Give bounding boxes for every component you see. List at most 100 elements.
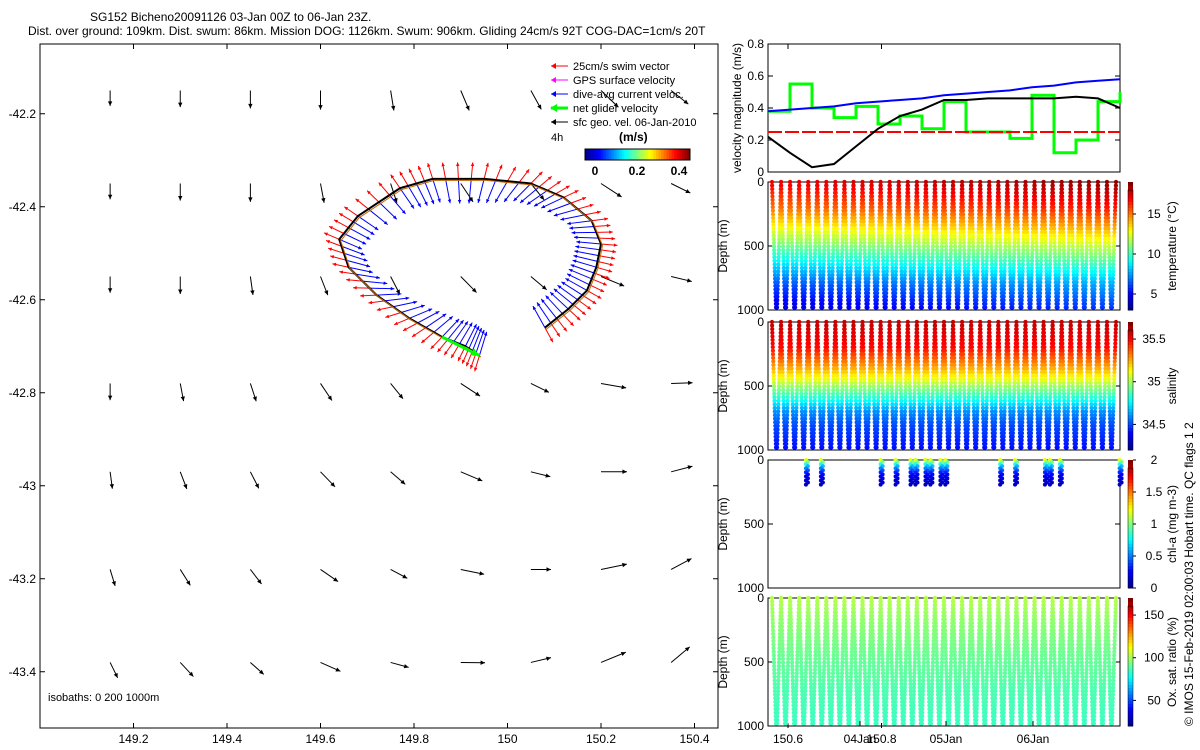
profile-point	[816, 377, 822, 382]
profile-point	[1087, 190, 1092, 195]
profile-point	[948, 262, 953, 267]
profile-point	[776, 244, 782, 249]
profile-point	[798, 212, 803, 217]
profile-point	[803, 251, 809, 256]
dac-vector	[369, 287, 395, 290]
profile-point	[869, 330, 875, 335]
profile-point	[825, 373, 831, 378]
profile-point	[952, 355, 957, 360]
profile-point	[925, 373, 930, 378]
swim-vector-head	[332, 262, 337, 267]
profile-point	[1084, 265, 1089, 271]
profile-point	[816, 219, 821, 224]
profile-point	[785, 402, 790, 407]
profile-point	[1066, 233, 1072, 238]
profile-point	[961, 240, 967, 246]
profile-point	[1005, 194, 1010, 199]
profile-point	[898, 387, 904, 393]
swim-vector-head	[587, 305, 592, 310]
profile-point	[777, 377, 782, 382]
profile-point	[967, 384, 972, 389]
profile-point	[953, 269, 959, 274]
profile-point	[901, 438, 907, 443]
surface-velocity-line	[767, 95, 1121, 169]
profile-point	[815, 187, 820, 192]
profile-point	[952, 359, 957, 364]
profile-point	[917, 276, 923, 281]
profile-point	[803, 395, 808, 400]
profile-point	[947, 301, 952, 306]
profile-point	[896, 323, 901, 328]
profile-point	[1106, 226, 1111, 231]
profile-point	[847, 445, 852, 450]
profile-point	[776, 262, 781, 267]
profile-point	[1024, 212, 1029, 217]
profile-point	[1089, 251, 1094, 256]
profile-point	[1042, 197, 1047, 203]
profile-point	[948, 247, 953, 253]
profile-point	[974, 305, 979, 310]
profile-point	[976, 377, 981, 382]
profile-point	[830, 262, 835, 267]
profile-point	[811, 291, 816, 296]
profile-point	[1021, 240, 1026, 246]
profile-point	[798, 370, 803, 375]
profile-point	[867, 237, 872, 242]
profile-point	[924, 215, 930, 220]
profile-point	[779, 334, 784, 339]
profile-point	[870, 359, 875, 364]
profile-point	[826, 262, 832, 267]
profile-point	[969, 334, 974, 339]
profile-point	[914, 319, 919, 325]
profile-point	[944, 269, 949, 274]
profile-point	[956, 287, 961, 292]
profile-point	[920, 276, 925, 281]
dac-vector-head	[545, 295, 550, 300]
profile-point	[869, 190, 875, 195]
dac-vector-head	[467, 199, 472, 204]
dac-vector-head	[513, 197, 518, 202]
profile-point	[833, 201, 839, 206]
profile-point	[1061, 240, 1066, 246]
profile-point	[875, 402, 881, 407]
profile-point	[1041, 187, 1046, 192]
profile-point	[984, 262, 989, 267]
profile-point	[799, 269, 805, 274]
profile-point	[941, 319, 947, 325]
profile-point	[1110, 298, 1115, 303]
profile-point	[880, 377, 885, 382]
profile-point	[948, 244, 954, 249]
dac-vector	[445, 178, 451, 204]
profile-point	[930, 255, 935, 260]
profile-point	[829, 431, 834, 436]
profile-point	[807, 237, 813, 242]
profile-point	[1062, 262, 1067, 267]
profile-point	[871, 387, 876, 393]
profile-point	[962, 391, 967, 396]
profile-point	[1050, 183, 1055, 188]
profile-point	[1005, 197, 1011, 203]
profile-point	[812, 413, 817, 418]
profile-point	[958, 230, 963, 235]
profile-point	[1076, 230, 1081, 235]
profile-point	[1096, 215, 1102, 220]
profile-point	[779, 208, 785, 213]
geo-velocity-arrow-head	[327, 395, 332, 401]
profile-point	[994, 233, 999, 238]
profile-point	[857, 423, 862, 429]
dac-vector	[569, 226, 595, 229]
profile-point	[1043, 230, 1048, 235]
section-colorbar-cell	[1128, 278, 1133, 282]
profile-point	[834, 359, 839, 364]
profile-point	[798, 359, 803, 364]
profile-point	[825, 233, 831, 238]
dac-vector	[545, 295, 563, 315]
profile-point	[907, 384, 912, 389]
profile-point	[781, 391, 786, 396]
profile-point	[795, 233, 800, 238]
profile-point	[845, 405, 850, 411]
profile-point	[1043, 233, 1048, 238]
dac-vector-head	[571, 230, 576, 235]
profile-point	[844, 247, 849, 253]
